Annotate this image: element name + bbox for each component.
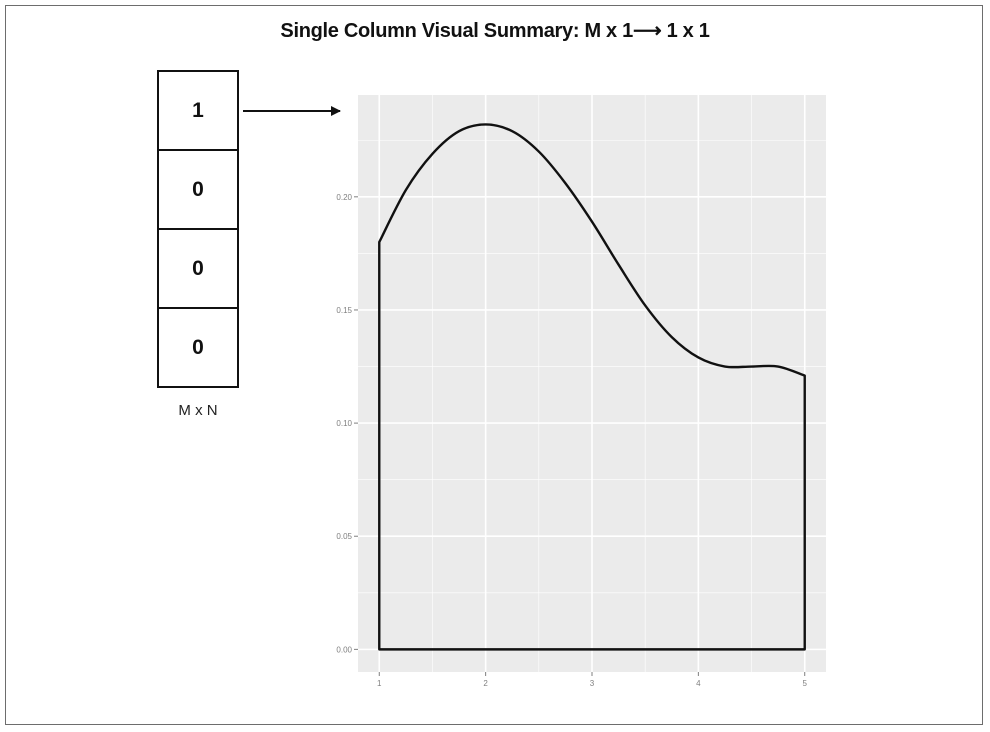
- figure-border: [5, 5, 983, 725]
- x-tick-label: 2: [483, 679, 488, 688]
- matrix-cell: 0: [157, 228, 239, 309]
- y-tick-label: 0.00: [336, 645, 352, 654]
- density-outline: [378, 123, 806, 651]
- y-tick-label: 0.15: [336, 306, 352, 315]
- x-tick-label: 5: [803, 679, 808, 688]
- y-tick-label: 0.05: [336, 532, 352, 541]
- figure-title: Single Column Visual Summary: M x 1⟶ 1 x…: [280, 20, 710, 42]
- x-tick-label: 4: [696, 679, 701, 688]
- matrix-cell: 1: [157, 70, 239, 151]
- matrix-label: M x N: [178, 402, 218, 419]
- x-tick-label: 3: [590, 679, 595, 688]
- x-tick-label: 1: [377, 679, 382, 688]
- matrix-cell: 0: [157, 307, 239, 388]
- matrix-column: 1 0 0 0: [157, 70, 239, 388]
- matrix-cell: 0: [157, 149, 239, 230]
- y-tick-label: 0.10: [336, 419, 352, 428]
- y-tick-label: 0.20: [336, 193, 352, 202]
